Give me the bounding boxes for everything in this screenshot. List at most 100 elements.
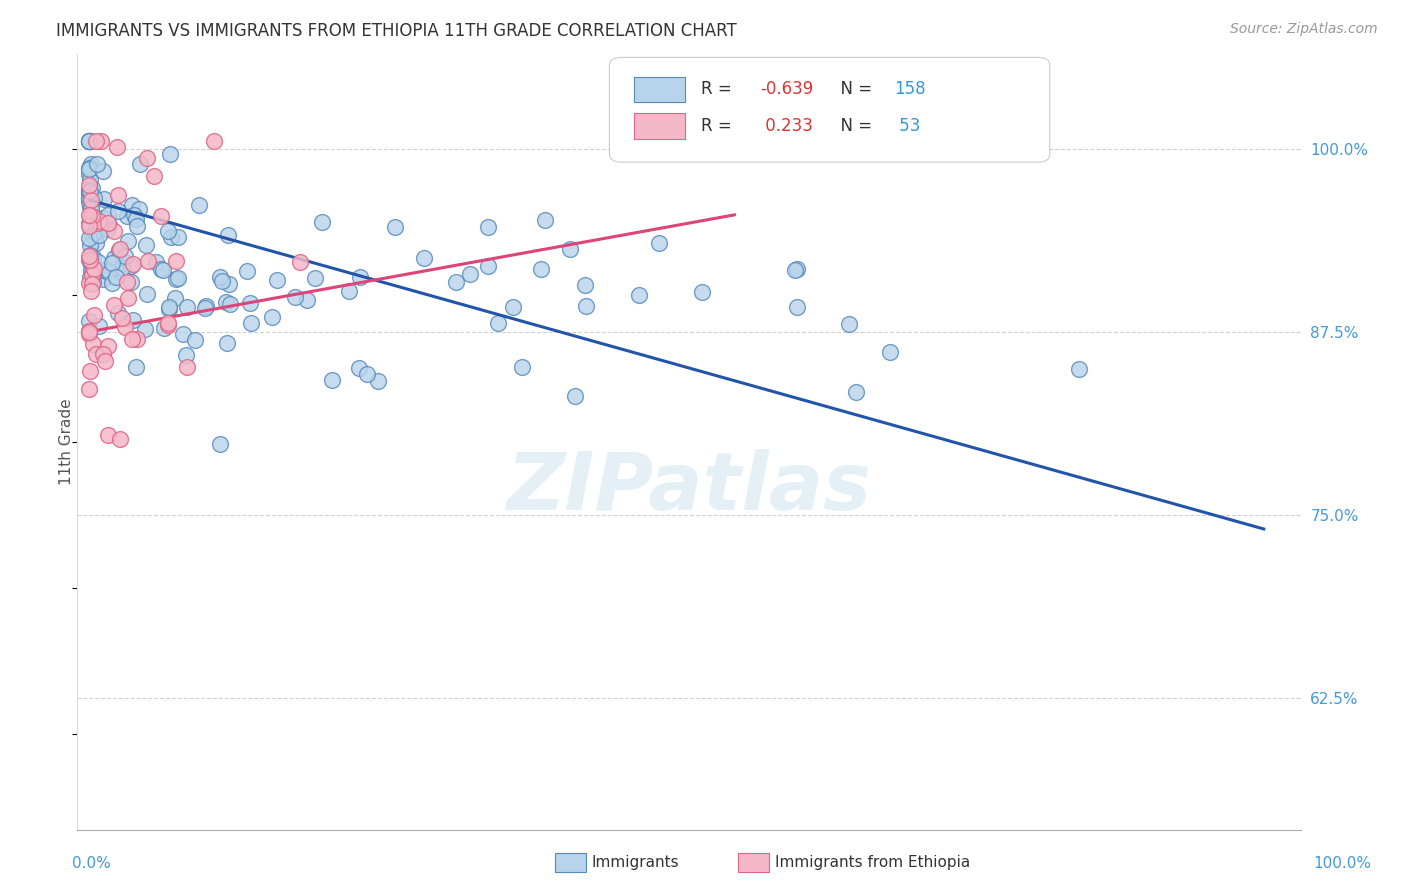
Point — [93, 192, 115, 206]
Point — [120, 275, 142, 289]
Point — [91, 164, 114, 178]
Point — [79, 253, 101, 268]
Point — [157, 300, 180, 314]
Point — [266, 273, 288, 287]
Point — [121, 332, 143, 346]
Point — [82, 336, 104, 351]
Point — [356, 367, 378, 381]
Point — [79, 134, 101, 148]
Point — [174, 348, 197, 362]
Text: 0.0%: 0.0% — [72, 856, 111, 871]
Point — [215, 295, 238, 310]
Point — [79, 237, 101, 252]
Point — [103, 252, 125, 266]
Point — [153, 321, 176, 335]
Point — [297, 293, 319, 308]
Point — [97, 339, 120, 353]
Point — [87, 318, 110, 333]
Point — [79, 327, 101, 342]
Point — [82, 267, 104, 281]
Point — [77, 186, 100, 201]
Text: R =: R = — [702, 117, 737, 135]
Point — [337, 285, 360, 299]
Point — [194, 301, 217, 315]
Point — [533, 213, 555, 227]
Point — [134, 322, 156, 336]
Point — [879, 345, 901, 359]
Point — [120, 260, 142, 274]
Point — [90, 134, 112, 148]
Point — [786, 261, 808, 276]
Text: Immigrants from Ethiopia: Immigrants from Ethiopia — [775, 855, 970, 870]
Point — [80, 268, 103, 283]
Point — [488, 316, 510, 330]
Point — [87, 216, 110, 230]
Point — [83, 191, 105, 205]
Point — [79, 220, 101, 235]
Point — [83, 216, 105, 230]
Point — [90, 222, 112, 236]
Point — [165, 272, 187, 286]
Text: 53: 53 — [894, 117, 921, 135]
Point — [128, 202, 150, 216]
Point — [1067, 361, 1090, 376]
Point — [97, 208, 120, 222]
Point — [105, 269, 128, 284]
Point — [122, 257, 145, 271]
Point — [77, 134, 100, 148]
Point — [502, 300, 524, 314]
Point — [413, 252, 436, 266]
Point — [838, 317, 860, 331]
Point — [135, 237, 157, 252]
Point — [152, 262, 174, 277]
Point — [125, 360, 148, 375]
Point — [311, 215, 333, 229]
Y-axis label: 11th Grade: 11th Grade — [59, 398, 75, 485]
Text: Immigrants: Immigrants — [592, 855, 679, 870]
Point — [82, 268, 104, 282]
Point — [86, 346, 108, 360]
Point — [82, 277, 104, 292]
Point — [96, 222, 118, 236]
Point — [93, 211, 115, 225]
Point — [79, 191, 101, 205]
Point — [575, 299, 598, 313]
Point — [157, 302, 180, 317]
Point — [77, 161, 100, 175]
Point — [77, 182, 100, 196]
Point — [215, 335, 238, 350]
Point — [321, 373, 343, 387]
Bar — [634, 77, 685, 103]
Point — [304, 271, 326, 285]
Point — [97, 265, 120, 279]
Point — [77, 324, 100, 338]
Point — [77, 162, 100, 177]
Point — [135, 286, 157, 301]
Point — [80, 202, 103, 216]
Point — [77, 134, 100, 148]
Point — [288, 255, 311, 269]
Point — [444, 275, 467, 289]
Point — [530, 261, 553, 276]
Text: R =: R = — [702, 80, 737, 98]
Point — [82, 181, 104, 195]
Point — [77, 219, 100, 233]
Point — [79, 285, 101, 299]
Point — [86, 157, 108, 171]
Point — [142, 169, 165, 183]
Point — [167, 270, 190, 285]
Point — [477, 220, 499, 235]
Point — [79, 313, 101, 327]
Point — [117, 235, 139, 249]
Point — [79, 208, 101, 222]
Point — [80, 227, 103, 242]
Point — [83, 308, 105, 322]
Point — [79, 216, 101, 230]
Point — [114, 320, 136, 334]
Point — [574, 278, 596, 293]
Point — [218, 277, 240, 292]
Text: 100.0%: 100.0% — [1313, 856, 1372, 871]
Point — [477, 259, 499, 273]
Point — [349, 270, 371, 285]
Point — [79, 269, 101, 284]
